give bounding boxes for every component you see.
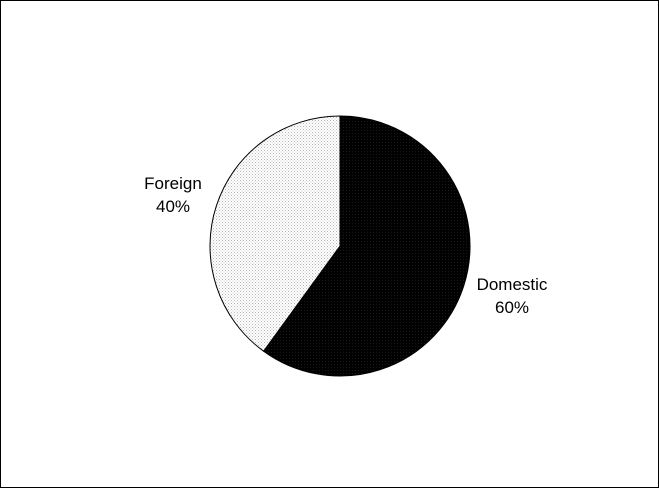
slice-label-domestic: Domestic 60% (477, 275, 548, 317)
pie-slice-foreign (209, 115, 341, 352)
slice-category-domestic: Domestic (477, 275, 548, 294)
slice-percent-foreign: 40% (156, 197, 190, 216)
slice-category-foreign: Foreign (144, 174, 202, 193)
slice-label-foreign: Foreign 40% (144, 174, 202, 216)
pie-labels: Domestic 60% Foreign 40% (144, 174, 548, 317)
pie-slices (209, 115, 471, 377)
slice-percent-domestic: 60% (495, 298, 529, 317)
pie-slice-domestic (262, 115, 471, 377)
